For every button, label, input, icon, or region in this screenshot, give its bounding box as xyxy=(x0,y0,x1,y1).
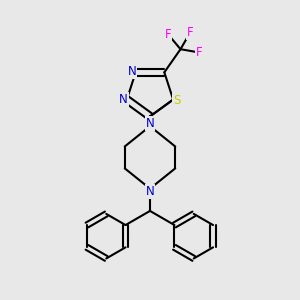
Text: N: N xyxy=(119,93,128,106)
Text: N: N xyxy=(146,117,154,130)
Text: F: F xyxy=(187,26,194,39)
Text: N: N xyxy=(146,185,154,198)
Text: F: F xyxy=(165,28,171,41)
Text: S: S xyxy=(173,94,180,107)
Text: F: F xyxy=(196,46,203,59)
Text: N: N xyxy=(128,65,136,78)
